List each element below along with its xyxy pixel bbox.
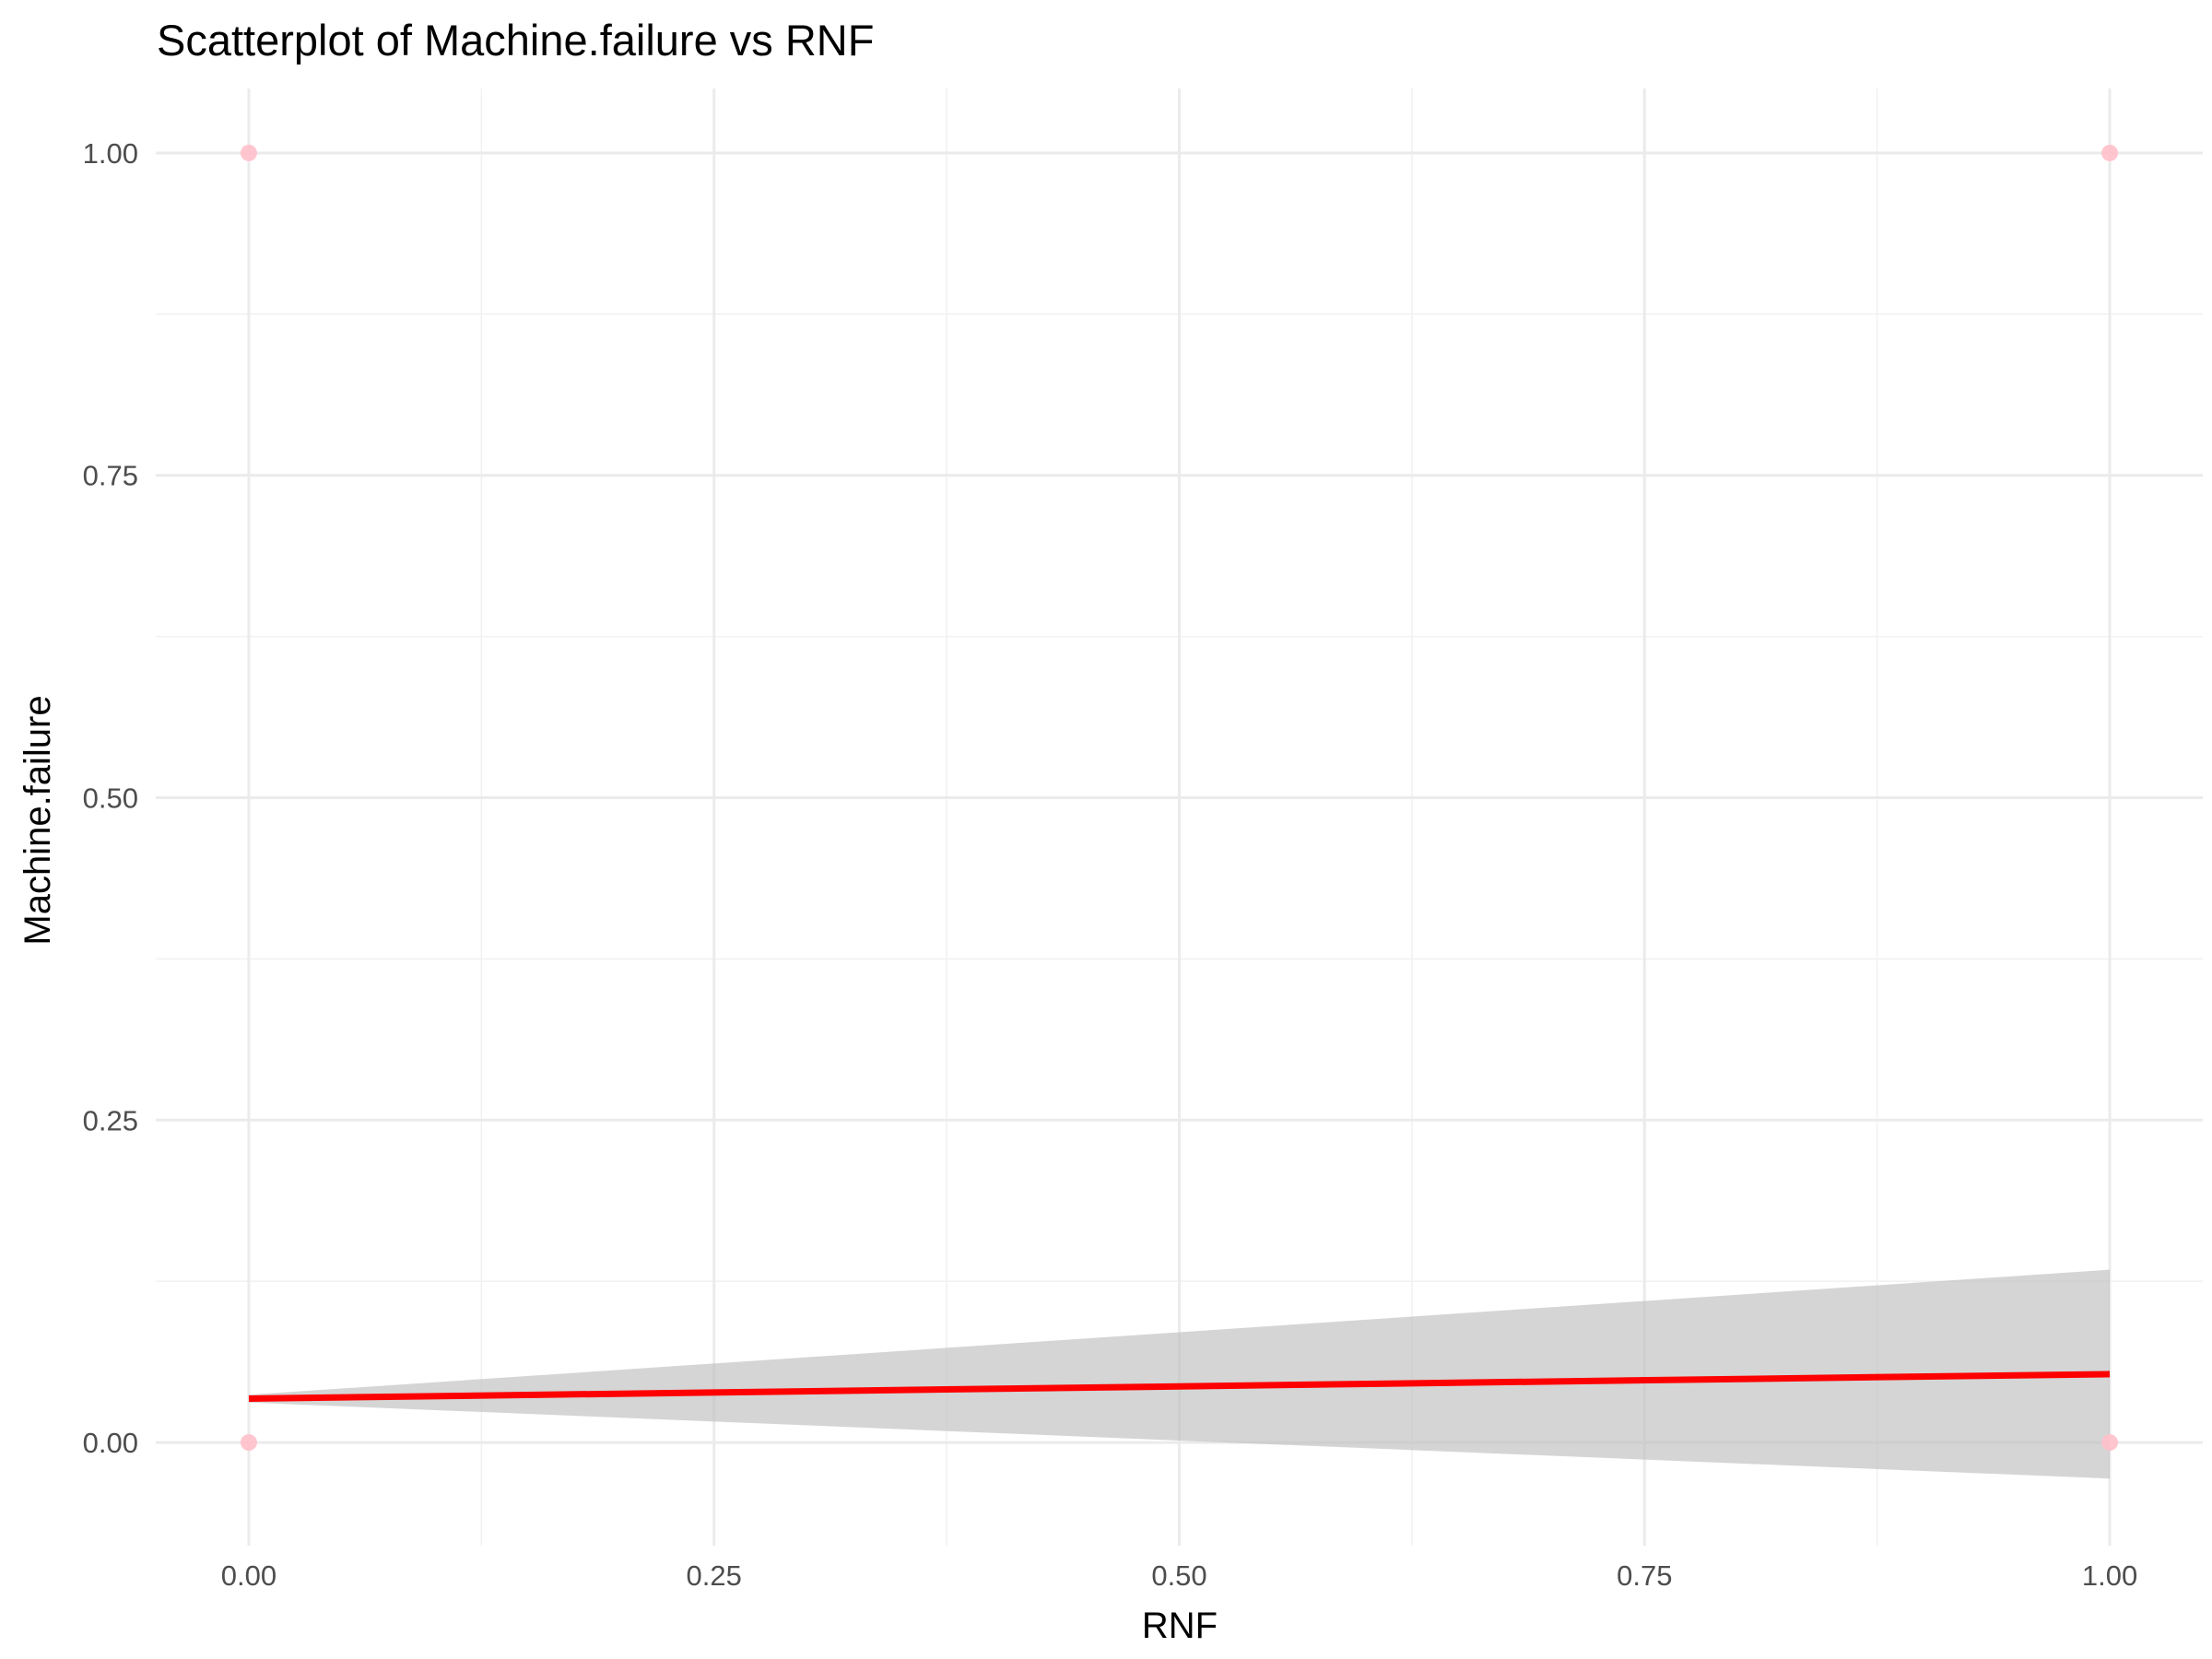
y-tick-label: 0.25 xyxy=(83,1104,138,1136)
regression-line xyxy=(248,1371,2111,1403)
data-point xyxy=(2101,1434,2119,1452)
y-axis-label: Machine.failure xyxy=(18,695,58,945)
x-tick-label: 0.50 xyxy=(1151,1559,1206,1592)
y-tick-label: 0.00 xyxy=(83,1427,138,1459)
y-tick-label: 1.00 xyxy=(83,137,138,170)
data-points xyxy=(240,144,2119,1452)
x-tick-label: 1.00 xyxy=(2082,1559,2137,1592)
data-point xyxy=(2101,144,2119,161)
x-tick-label: 0.75 xyxy=(1617,1559,1672,1592)
data-point xyxy=(240,1434,257,1452)
x-tick-label: 0.25 xyxy=(687,1559,742,1592)
data-point xyxy=(240,144,257,161)
x-axis-label: RNF xyxy=(1142,1606,1218,1646)
chart-title: Scatterplot of Machine.failure vs RNF xyxy=(157,16,874,65)
y-axis-ticks: 0.00 0.25 0.50 0.75 1.00 xyxy=(83,137,138,1459)
confidence-band xyxy=(248,1269,2111,1479)
y-tick-label: 0.50 xyxy=(83,782,138,815)
x-tick-label: 0.00 xyxy=(221,1559,276,1592)
x-axis-ticks: 0.00 0.25 0.50 0.75 1.00 xyxy=(221,1559,2137,1592)
y-tick-label: 0.75 xyxy=(83,460,138,492)
